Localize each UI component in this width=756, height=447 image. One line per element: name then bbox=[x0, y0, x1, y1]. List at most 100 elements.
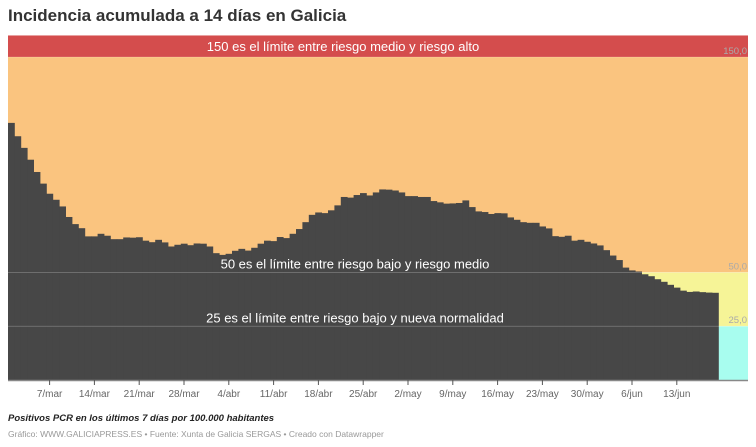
risk-band-3 bbox=[8, 35, 748, 57]
area-step bbox=[500, 213, 508, 380]
y-tick-label: 150,0 bbox=[723, 46, 747, 57]
area-step bbox=[116, 239, 124, 380]
area-step bbox=[225, 253, 233, 380]
area-step bbox=[129, 237, 137, 380]
area-step bbox=[315, 212, 322, 380]
area-step bbox=[46, 193, 54, 380]
area-step bbox=[699, 292, 706, 380]
area-step bbox=[667, 284, 674, 380]
x-tick-label: 13/jun bbox=[663, 389, 690, 400]
area-step bbox=[206, 246, 214, 380]
area-step bbox=[232, 250, 239, 380]
area-step bbox=[712, 292, 719, 380]
area-step bbox=[539, 226, 546, 380]
area-step bbox=[584, 241, 591, 380]
area-step bbox=[142, 240, 150, 380]
area-step bbox=[705, 292, 713, 380]
area-step bbox=[680, 290, 687, 380]
y-tick-label: 50,0 bbox=[729, 261, 748, 272]
area-step bbox=[212, 253, 220, 380]
area-step bbox=[251, 247, 258, 380]
chart: 150,0 50,0 25,0 7/mar 14/mar 21/mar 28/mar 4/ab… bbox=[8, 35, 748, 400]
area-step bbox=[20, 147, 28, 380]
area-step bbox=[161, 242, 169, 380]
x-tick-label: 23/may bbox=[526, 389, 559, 400]
area-step bbox=[372, 192, 380, 380]
chart-title: Incidencia acumulada a 14 días en Galici… bbox=[8, 6, 347, 25]
area-step bbox=[65, 216, 73, 380]
area-step bbox=[334, 205, 342, 380]
area-step bbox=[14, 136, 22, 380]
area-step bbox=[648, 276, 655, 380]
area-step bbox=[609, 255, 617, 380]
x-tick-label: 2/may bbox=[394, 389, 421, 400]
area-step bbox=[603, 250, 610, 380]
area-step bbox=[52, 199, 60, 380]
area-step bbox=[72, 224, 79, 380]
chart-caption: Positivos PCR en los últimos 7 días por … bbox=[8, 413, 275, 424]
area-step bbox=[622, 267, 630, 380]
area-step bbox=[641, 274, 649, 380]
area-step bbox=[238, 248, 246, 380]
x-tick-label: 9/may bbox=[439, 389, 466, 400]
area-step bbox=[200, 243, 207, 380]
x-tick-label: 28/mar bbox=[168, 389, 200, 400]
area-step bbox=[507, 217, 514, 380]
area-step bbox=[558, 236, 566, 380]
area-step bbox=[571, 240, 578, 380]
area-step bbox=[244, 250, 252, 380]
area-step bbox=[577, 239, 585, 380]
annotation: 25 es el límite entre riesgo bajo y nuev… bbox=[206, 311, 504, 326]
x-tick-label: 18/abr bbox=[304, 389, 333, 400]
area-step bbox=[97, 233, 105, 380]
area-step bbox=[40, 183, 47, 380]
area-step bbox=[673, 287, 681, 380]
area-step bbox=[187, 245, 194, 380]
area-step bbox=[27, 159, 34, 380]
area-step bbox=[353, 195, 361, 380]
area-step bbox=[404, 196, 412, 380]
area-step bbox=[59, 206, 66, 380]
area-step bbox=[526, 222, 534, 380]
area-step bbox=[411, 196, 418, 380]
area-step bbox=[193, 243, 201, 380]
area-step bbox=[654, 279, 662, 380]
area-step bbox=[424, 196, 431, 380]
chart-footer: Gráfico: WWW.GALICIAPRESS.ES • Fuente: X… bbox=[8, 429, 384, 439]
area-step bbox=[219, 254, 226, 380]
area-step bbox=[635, 271, 642, 380]
area-step bbox=[328, 210, 335, 380]
x-tick-label: 11/abr bbox=[260, 389, 288, 400]
area-step bbox=[366, 195, 374, 380]
area-step bbox=[616, 260, 623, 380]
area-step bbox=[302, 222, 310, 380]
area-step bbox=[123, 237, 130, 380]
area-step bbox=[417, 196, 425, 380]
area-step bbox=[168, 246, 175, 380]
x-tick-label: 25/abr bbox=[349, 389, 378, 400]
area-step bbox=[104, 235, 111, 380]
x-tick-label: 16/may bbox=[481, 389, 514, 400]
annotation: 150 es el límite entre riesgo medio y ri… bbox=[207, 39, 479, 54]
area-step bbox=[174, 244, 182, 380]
area-step bbox=[628, 270, 636, 380]
x-tick-label: 4/abr bbox=[217, 389, 240, 400]
area-step bbox=[360, 193, 367, 380]
x-tick-label: 7/mar bbox=[37, 389, 63, 400]
area-step bbox=[155, 239, 162, 380]
area-step bbox=[340, 196, 348, 380]
area-step bbox=[443, 203, 450, 380]
area-step bbox=[564, 235, 572, 380]
area-step bbox=[180, 243, 188, 380]
area-step bbox=[296, 229, 303, 380]
area-step bbox=[430, 201, 438, 380]
area-step bbox=[532, 222, 540, 380]
area-step bbox=[513, 219, 521, 380]
area-step bbox=[110, 239, 118, 380]
area-step bbox=[283, 238, 290, 380]
area-step bbox=[148, 242, 156, 380]
x-tick-label: 14/mar bbox=[79, 389, 111, 400]
area-step bbox=[660, 281, 668, 380]
area-step bbox=[468, 207, 476, 380]
area-step bbox=[449, 203, 457, 380]
